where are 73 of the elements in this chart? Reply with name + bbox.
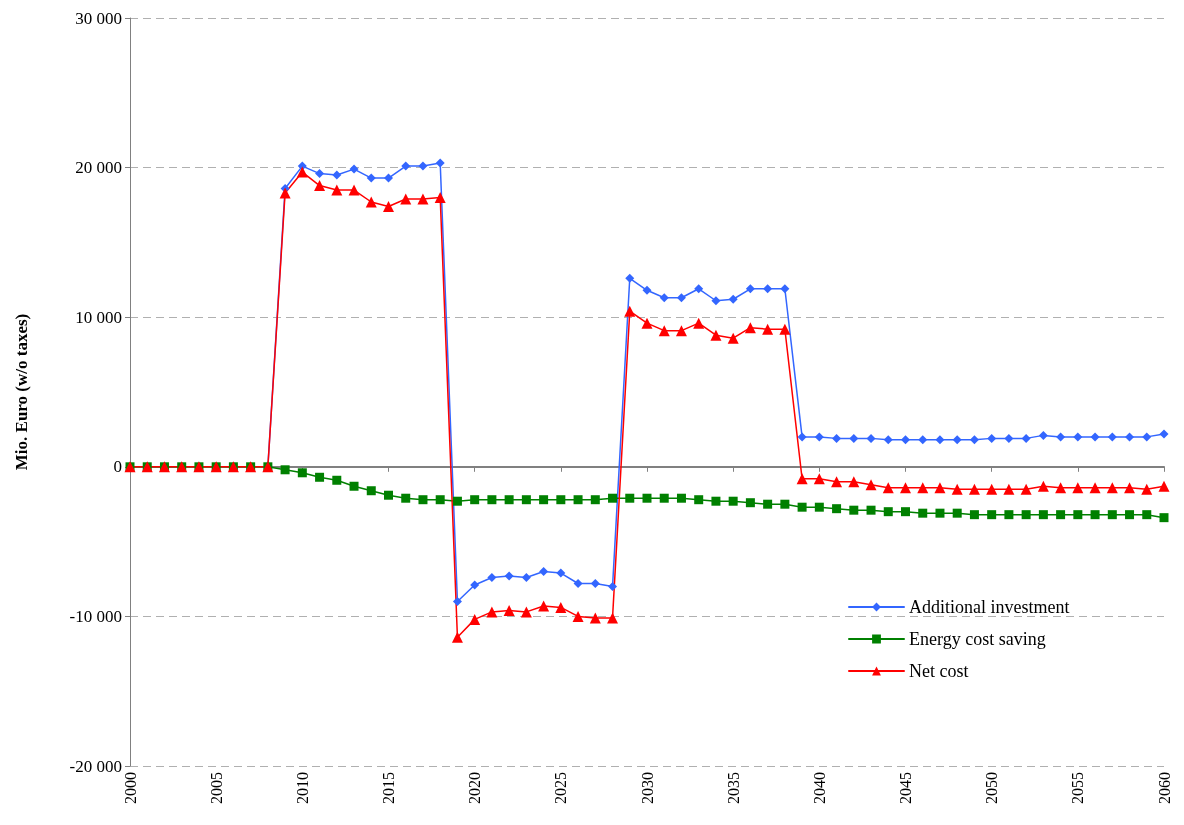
point bbox=[728, 294, 738, 304]
point bbox=[797, 432, 807, 442]
x-tick-label: 2050 bbox=[983, 772, 1001, 804]
point bbox=[349, 164, 359, 174]
point bbox=[1056, 432, 1066, 442]
x-tick-label: 2015 bbox=[380, 772, 397, 804]
x-tick-label: 2055 bbox=[1069, 772, 1087, 804]
y-tick-label: -20 000 bbox=[69, 756, 122, 776]
point bbox=[1073, 432, 1083, 442]
point bbox=[711, 296, 721, 306]
point bbox=[315, 169, 325, 179]
y-tick-label: -10 000 bbox=[69, 606, 122, 626]
point bbox=[556, 568, 566, 578]
point bbox=[969, 435, 979, 445]
point bbox=[901, 435, 910, 445]
point bbox=[366, 173, 376, 183]
point bbox=[832, 433, 842, 443]
point bbox=[590, 578, 600, 588]
point bbox=[521, 573, 531, 582]
point bbox=[1125, 432, 1135, 442]
point bbox=[539, 567, 549, 577]
y-axis-title: Mio. Euro (w/o taxes) bbox=[12, 313, 31, 471]
point bbox=[608, 581, 618, 591]
point bbox=[1004, 433, 1014, 443]
y-tick-label: 10 000 bbox=[75, 307, 122, 327]
point bbox=[435, 158, 445, 168]
point bbox=[470, 580, 480, 590]
y-tick-label: 20 000 bbox=[75, 158, 122, 178]
point bbox=[332, 170, 342, 180]
y-tick-label: 0 bbox=[113, 457, 122, 477]
point bbox=[814, 432, 824, 442]
point bbox=[1159, 429, 1169, 439]
x-tick-label: 2010 bbox=[293, 772, 311, 804]
point bbox=[1090, 432, 1100, 442]
point bbox=[745, 284, 755, 294]
point bbox=[676, 293, 686, 303]
x-tick-label: 2045 bbox=[897, 772, 914, 804]
x-tick-label: 2035 bbox=[724, 772, 742, 804]
point bbox=[384, 173, 393, 183]
point bbox=[642, 285, 652, 295]
point bbox=[763, 284, 773, 294]
point bbox=[1142, 432, 1152, 442]
legend-label: Net cost bbox=[909, 661, 969, 681]
point bbox=[883, 435, 893, 445]
point bbox=[659, 293, 669, 303]
point bbox=[918, 435, 928, 445]
x-tick-label: 2030 bbox=[638, 772, 656, 804]
point bbox=[935, 435, 945, 445]
x-tick-label: 2025 bbox=[552, 772, 570, 804]
point bbox=[401, 161, 411, 171]
point bbox=[1021, 433, 1031, 443]
y-tick-label: 30 000 bbox=[75, 8, 122, 28]
point bbox=[1038, 430, 1048, 440]
x-tick-label: 2040 bbox=[810, 772, 828, 804]
x-tick-label: 2000 bbox=[121, 772, 139, 804]
point bbox=[625, 273, 635, 283]
legend-label: Energy cost saving bbox=[909, 629, 1046, 649]
point bbox=[952, 435, 962, 445]
point bbox=[418, 161, 428, 171]
point bbox=[504, 571, 514, 581]
x-tick-label: 2060 bbox=[1155, 772, 1173, 804]
point bbox=[849, 433, 859, 443]
x-tick-label: 2005 bbox=[207, 772, 225, 804]
point bbox=[694, 284, 704, 294]
point bbox=[487, 573, 497, 582]
point bbox=[1107, 432, 1117, 442]
point bbox=[573, 578, 583, 588]
point bbox=[866, 433, 876, 443]
point bbox=[780, 284, 790, 294]
legend-label: Additional investment bbox=[909, 597, 1070, 617]
point bbox=[452, 596, 462, 606]
point bbox=[987, 433, 997, 443]
x-tick-label: 2020 bbox=[466, 772, 484, 804]
